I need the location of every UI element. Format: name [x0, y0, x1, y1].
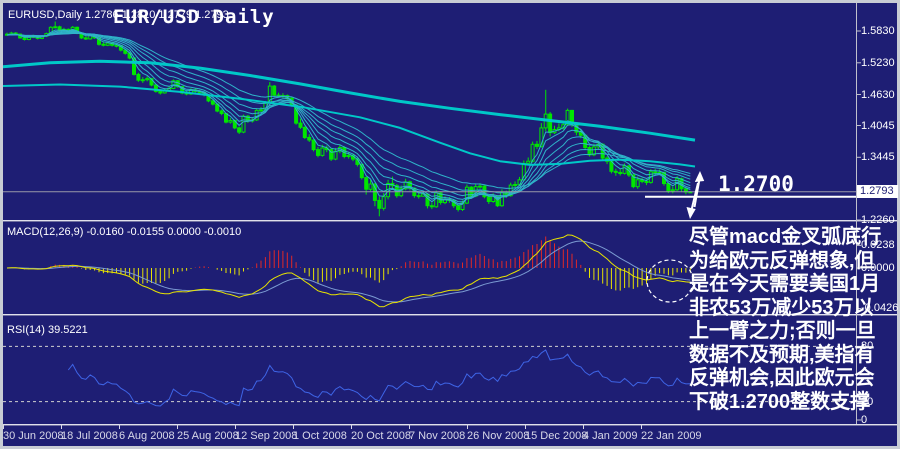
ema-ribbon-line: [6, 28, 691, 206]
rsi-panel[interactable]: [3, 345, 856, 407]
symbol-watermark-text[interactable]: EUR/USD Daily: [113, 6, 275, 28]
ma-medium-line: [3, 83, 696, 168]
chart-background: [3, 3, 897, 446]
rsi-line: [67, 349, 691, 407]
ema-ribbon-line: [6, 31, 691, 200]
ema-ribbon-line: [6, 32, 691, 189]
support-price-label[interactable]: 1.2700: [718, 172, 794, 196]
commentary-line: 上一臂之力;否则一旦: [689, 320, 876, 342]
rsi-indicator-label: RSI(14) 39.5221: [7, 324, 88, 336]
main-price-panel[interactable]: [0, 21, 696, 217]
commentary-line: 数据不及预期,美指有: [689, 343, 875, 366]
golden-cross-ellipse[interactable]: [646, 259, 694, 303]
commentary-line: 是在今天需要美国1月: [689, 273, 881, 295]
chart-info-line: EURUSD,Daily 1.2786 1.2810 1.2779 1.2793: [8, 9, 229, 21]
macd-indicator-label: MACD(12,26,9) -0.0160 -0.0155 0.0000 -0.…: [7, 226, 242, 238]
macd-signal-line: [6, 240, 691, 303]
ma-slow-line: [3, 59, 696, 142]
commentary-line: 非农53万减少53万以: [689, 296, 874, 319]
commentary-line: 为给欧元反弹想象,但: [689, 249, 875, 272]
analyst-commentary[interactable]: 尽管macd金叉弧底行 为给欧元反弹想象,但 是在今天需要美国1月 非农53万减少53…: [689, 226, 898, 414]
ema-ribbon-line: [6, 32, 691, 197]
macd-panel[interactable]: [6, 234, 691, 308]
commentary-line: 下破1.2700整数支撑: [689, 390, 871, 413]
updown-arrows[interactable]: [686, 171, 705, 219]
ema-ribbon-line: [6, 32, 691, 194]
commentary-line: 尽管macd金叉弧底行: [689, 226, 882, 248]
ema-ribbon-line: [6, 30, 691, 203]
commentary-line: 反弹机会,因此欧元会: [689, 367, 875, 389]
macd-main-line: [6, 234, 691, 308]
ema-ribbon-line: [6, 29, 691, 205]
